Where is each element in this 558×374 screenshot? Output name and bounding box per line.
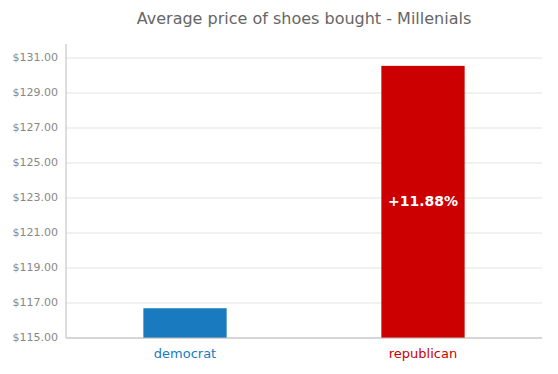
chart-container: Average price of shoes bought - Millenia…: [0, 0, 558, 374]
title: Average price of shoes bought - Millenia…: [137, 9, 472, 28]
grid-line: [66, 233, 542, 234]
grid-line: [66, 198, 542, 199]
y-tick-label: $117.00: [13, 296, 59, 309]
y-tick-label: $129.00: [13, 86, 59, 99]
y-axis-line: [66, 44, 67, 338]
bar: [143, 308, 226, 338]
y-tick-label: $115.00: [13, 331, 59, 344]
grid-line: [66, 58, 542, 59]
grid-line: [66, 128, 542, 129]
y-tick-label: $131.00: [13, 51, 59, 64]
x-tick-label: democrat: [154, 346, 216, 361]
y-tick-label: $119.00: [13, 261, 59, 274]
annotation: +11.88%: [388, 193, 458, 209]
grid-line: [66, 93, 542, 94]
x-tick-label: republican: [389, 346, 457, 361]
grid-line: [66, 268, 542, 269]
y-tick-label: $121.00: [13, 226, 59, 239]
chart-svg: Average price of shoes bought - Millenia…: [0, 0, 558, 374]
bars: [143, 66, 464, 338]
grid-line: [66, 338, 542, 339]
grid-line: [66, 163, 542, 164]
grid-line: [66, 303, 542, 304]
x-axis-line: [66, 338, 542, 339]
y-tick-label: $123.00: [13, 191, 59, 204]
y-tick-label: $125.00: [13, 156, 59, 169]
grid: [66, 58, 542, 338]
y-tick-label: $127.00: [13, 121, 59, 134]
bar: [381, 66, 464, 338]
